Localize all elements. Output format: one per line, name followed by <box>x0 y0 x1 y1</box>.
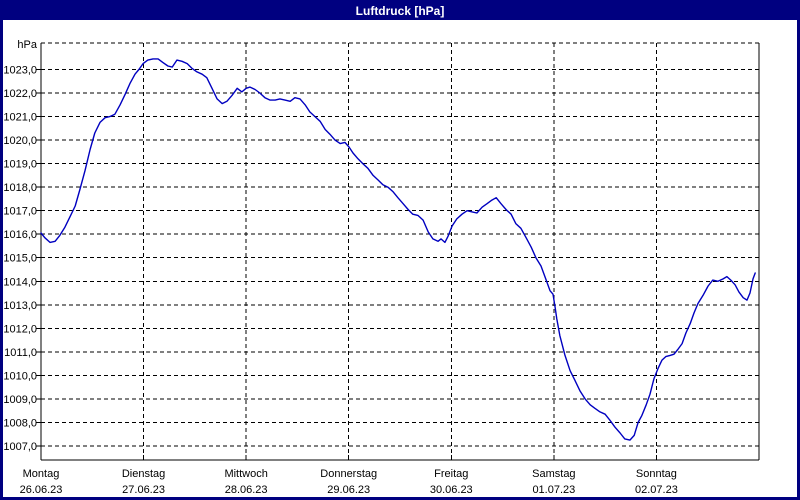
x-weekday-label: Sonntag <box>636 468 677 480</box>
window-title: Luftdruck [hPa] <box>355 4 445 18</box>
x-date-label: 26.06.23 <box>20 484 63 496</box>
x-weekday-label: Montag <box>23 468 60 480</box>
y-tick-label: 1011,0 <box>4 347 37 359</box>
chart-area: hPa 1023,0 1022,0 1021,0 1020,0 1019,0 1018,0… <box>3 20 797 497</box>
x-weekday-label: Donnerstag <box>320 468 377 480</box>
y-tick-label: 1023,0 <box>3 65 37 77</box>
x-date-label: 29.06.23 <box>327 484 370 496</box>
x-weekday-label: Mittwoch <box>224 468 267 480</box>
y-tick-label: 1019,0 <box>3 159 37 171</box>
x-date-label: 02.07.23 <box>635 484 678 496</box>
y-tick-label: 1013,0 <box>3 300 37 312</box>
y-tick-label: 1022,0 <box>3 88 37 100</box>
y-tick-label: 1012,0 <box>3 323 37 335</box>
pressure-curve <box>40 58 756 441</box>
y-tick-label: 1016,0 <box>3 229 37 241</box>
y-tick-label: 1017,0 <box>3 206 37 218</box>
x-weekday-label: Dienstag <box>122 468 165 480</box>
x-date-label: 28.06.23 <box>225 484 268 496</box>
y-tick-label: 1018,0 <box>3 182 37 194</box>
y-tick-label: 1015,0 <box>3 253 37 265</box>
x-date-label: 27.06.23 <box>122 484 165 496</box>
x-weekday-label: Freitag <box>434 468 468 480</box>
y-tick-label: 1020,0 <box>3 135 37 147</box>
y-tick-label: 1021,0 <box>3 112 37 124</box>
x-date-label: 01.07.23 <box>532 484 575 496</box>
y-tick-label: 1014,0 <box>3 276 37 288</box>
pressure-chart-svg: hPa 1023,0 1022,0 1021,0 1020,0 1019,0 1018,0… <box>3 39 760 496</box>
y-tick-label: 1007,0 <box>3 441 37 453</box>
x-date-label: 30.06.23 <box>430 484 473 496</box>
y-tick-label: 1009,0 <box>3 394 37 406</box>
x-weekday-label: Samstag <box>532 468 575 480</box>
y-tick-label: 1010,0 <box>3 370 37 382</box>
title-bar: Luftdruck [hPa] <box>3 3 797 20</box>
unit-label: hPa <box>17 39 37 51</box>
y-tick-label: 1008,0 <box>3 417 37 429</box>
